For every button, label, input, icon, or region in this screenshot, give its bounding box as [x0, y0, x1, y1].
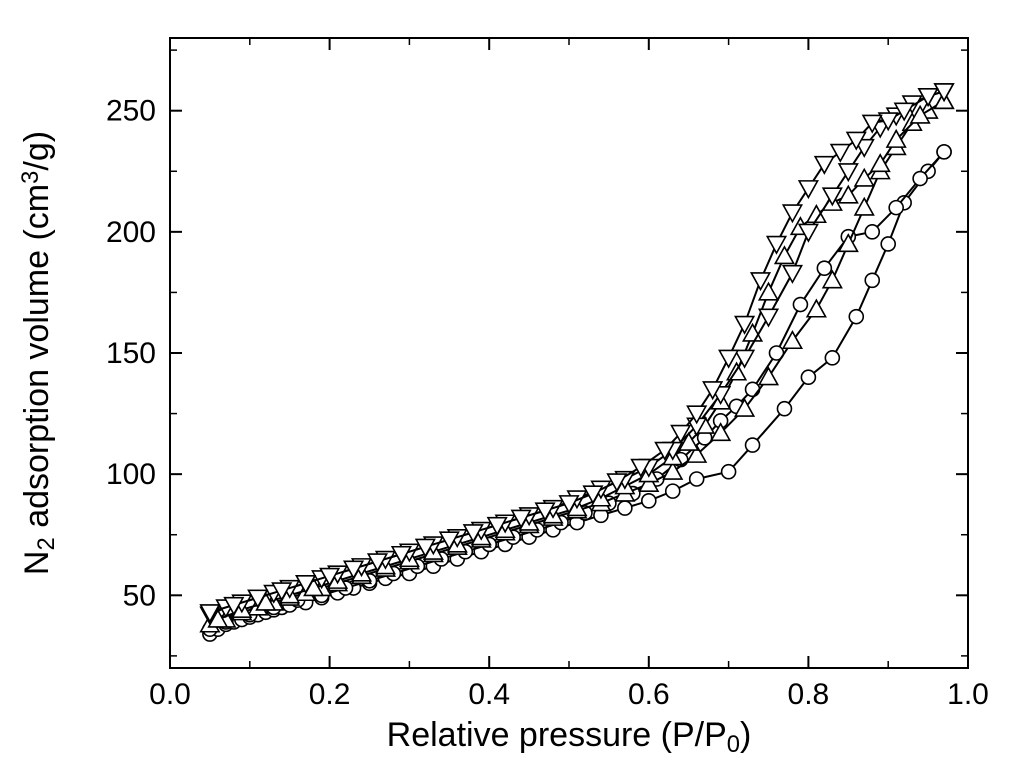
y-tick-label: 200 — [106, 216, 156, 249]
isotherm-chart: 0.0 0.2 0.4 0.6 0.8 1.0 50 100 150 200 250 Relative… — [0, 0, 1011, 783]
x-axis-title: Relative pressure (P/P0) — [387, 716, 752, 758]
x-tick-label: 0.2 — [309, 678, 351, 711]
series-circle-desorption — [203, 145, 951, 636]
y-axis-title: N2 adsorption volume (cm3/g) — [17, 131, 60, 575]
y-tick-label: 150 — [106, 337, 156, 370]
series-tri-up-adsorption — [201, 92, 954, 632]
series-circle-adsorption — [203, 145, 951, 641]
y-tick-label: 250 — [106, 95, 156, 128]
x-tick-label: 0.0 — [149, 678, 191, 711]
series-tri-down-adsorption — [201, 84, 954, 624]
series-tri-up-desorption — [209, 92, 954, 627]
x-tick-label: 0.8 — [788, 678, 830, 711]
x-tick-label: 0.6 — [628, 678, 670, 711]
y-tick-label: 100 — [106, 458, 156, 491]
plot-area — [201, 84, 954, 641]
y-tick-label: 50 — [123, 579, 156, 612]
x-tick-label: 1.0 — [947, 678, 989, 711]
x-tick-label: 0.4 — [468, 678, 510, 711]
